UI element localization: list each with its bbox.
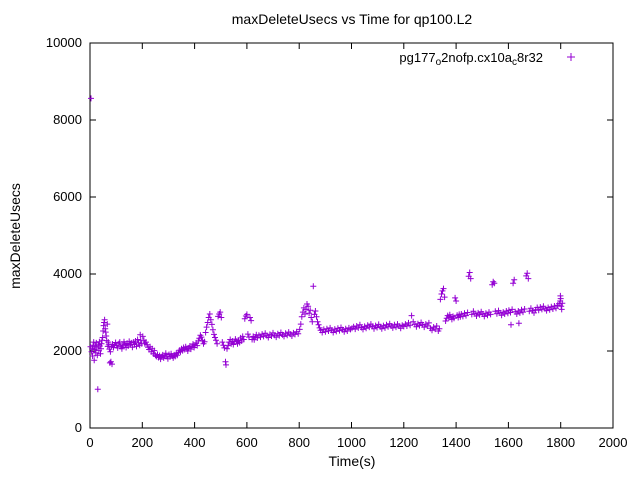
svg-text:400: 400 [184, 435, 206, 450]
chart-title: maxDeleteUsecs vs Time for qp100.L2 [232, 11, 473, 27]
axis-tick-labels: 0 200 400 600 800 1000 1200 1400 1600 1800 2000 0 20… [46, 35, 628, 450]
plot-border [89, 42, 614, 429]
svg-text:4000: 4000 [53, 266, 82, 281]
legend: pg177o2nofp.cx10ac8r32 [399, 50, 575, 68]
y-axis-label: maxDeleteUsecs [7, 183, 23, 289]
svg-text:2000: 2000 [599, 435, 628, 450]
svg-text:200: 200 [131, 435, 153, 450]
svg-text:600: 600 [236, 435, 258, 450]
svg-text:10000: 10000 [46, 35, 82, 50]
svg-text:6000: 6000 [53, 189, 82, 204]
svg-text:2000: 2000 [53, 343, 82, 358]
legend-label: pg177o2nofp.cx10ac8r32 [399, 50, 543, 68]
svg-text:0: 0 [86, 435, 93, 450]
svg-text:1000: 1000 [337, 435, 366, 450]
axis-ticks [89, 42, 614, 429]
svg-text:0: 0 [75, 420, 82, 435]
svg-text:8000: 8000 [53, 112, 82, 127]
svg-text:1800: 1800 [546, 435, 575, 450]
scatter-points [87, 95, 566, 393]
x-axis-label: Time(s) [329, 453, 376, 469]
legend-marker [567, 53, 575, 61]
svg-text:1600: 1600 [494, 435, 523, 450]
svg-text:800: 800 [288, 435, 310, 450]
svg-text:1200: 1200 [389, 435, 418, 450]
svg-text:1400: 1400 [442, 435, 471, 450]
